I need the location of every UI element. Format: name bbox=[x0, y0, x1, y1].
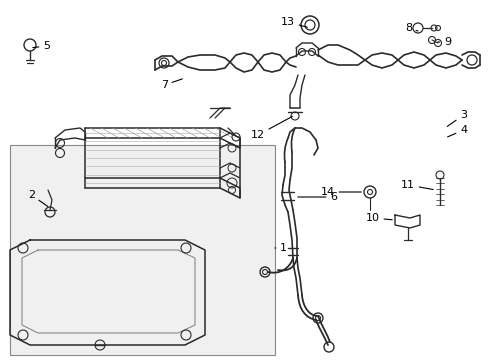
Text: 5: 5 bbox=[33, 41, 50, 51]
Text: 2: 2 bbox=[28, 190, 48, 206]
Text: 4: 4 bbox=[447, 125, 466, 137]
Text: 3: 3 bbox=[447, 110, 466, 126]
Text: 9: 9 bbox=[437, 37, 450, 47]
Text: 6: 6 bbox=[297, 192, 336, 202]
Text: 11: 11 bbox=[400, 180, 432, 190]
Text: 7: 7 bbox=[161, 79, 182, 90]
Text: 10: 10 bbox=[365, 213, 391, 223]
Text: 13: 13 bbox=[281, 17, 306, 27]
Bar bbox=[10, 145, 274, 355]
Text: 1: 1 bbox=[274, 243, 286, 253]
Text: 8: 8 bbox=[404, 23, 417, 33]
Text: 12: 12 bbox=[250, 116, 292, 140]
Text: 14: 14 bbox=[320, 187, 361, 197]
